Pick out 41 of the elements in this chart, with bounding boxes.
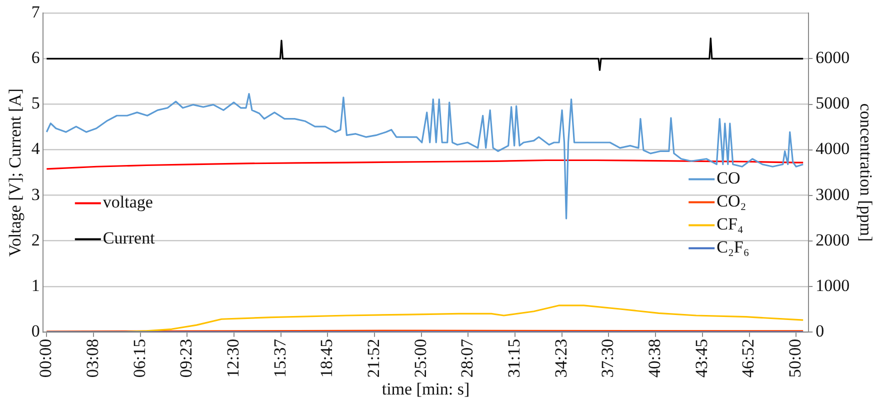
x-tick-label: 40:38 — [645, 338, 664, 378]
y2-tick-label: 6000 — [816, 48, 850, 68]
legend-label: voltage — [102, 192, 153, 212]
x-tick-label: 15:37 — [270, 338, 290, 378]
x-axis-title: time [min: s] — [382, 379, 470, 398]
y-tick-label: 5 — [31, 94, 40, 113]
legend-label: CO — [716, 168, 740, 188]
y-tick-label: 7 — [31, 2, 40, 22]
y-tick-label: 3 — [31, 184, 40, 204]
y2-tick-label: 3000 — [816, 184, 850, 204]
y2-tick-label: 2000 — [816, 230, 850, 250]
y-axis-title: Voltage [V]; Current [A] — [6, 88, 25, 257]
y2-tick-label: 5000 — [816, 94, 850, 113]
x-tick-label: 37:30 — [598, 338, 618, 378]
y2-tick-label: 1000 — [816, 276, 850, 295]
legend-label: C₂F₆ — [716, 238, 750, 257]
y2-axis-title: concentration [ppm] — [856, 103, 876, 242]
x-tick-label: 34:23 — [551, 338, 570, 378]
y-tick-label: 6 — [31, 48, 40, 68]
x-tick-label: 43:45 — [692, 338, 711, 378]
x-tick-label: 03:08 — [82, 338, 102, 378]
x-tick-label: 12:30 — [223, 338, 242, 378]
x-tick-label: 28:07 — [458, 338, 477, 378]
legend-label: Current — [102, 228, 156, 248]
x-tick-label: 06:15 — [130, 338, 149, 378]
y-tick-label: 0 — [31, 321, 40, 340]
x-tick-label: 00:00 — [36, 338, 56, 378]
x-tick-label: 25:00 — [410, 338, 430, 378]
x-tick-label: 09:23 — [176, 338, 196, 378]
x-tick-label: 46:52 — [738, 338, 758, 378]
x-tick-label: 50:00 — [786, 338, 805, 378]
y2-tick-label: 0 — [816, 321, 824, 340]
x-tick-label: 18:45 — [317, 338, 336, 378]
legend-label: CF₄ — [716, 214, 744, 234]
y-tick-label: 2 — [31, 230, 40, 250]
x-tick-label: 31:15 — [504, 338, 524, 378]
y-tick-label: 1 — [31, 276, 40, 295]
x-tick-label: 21:52 — [364, 338, 384, 378]
y2-tick-label: 4000 — [816, 139, 850, 158]
y-tick-label: 4 — [31, 139, 40, 158]
legend-label: CO₂ — [716, 192, 746, 211]
